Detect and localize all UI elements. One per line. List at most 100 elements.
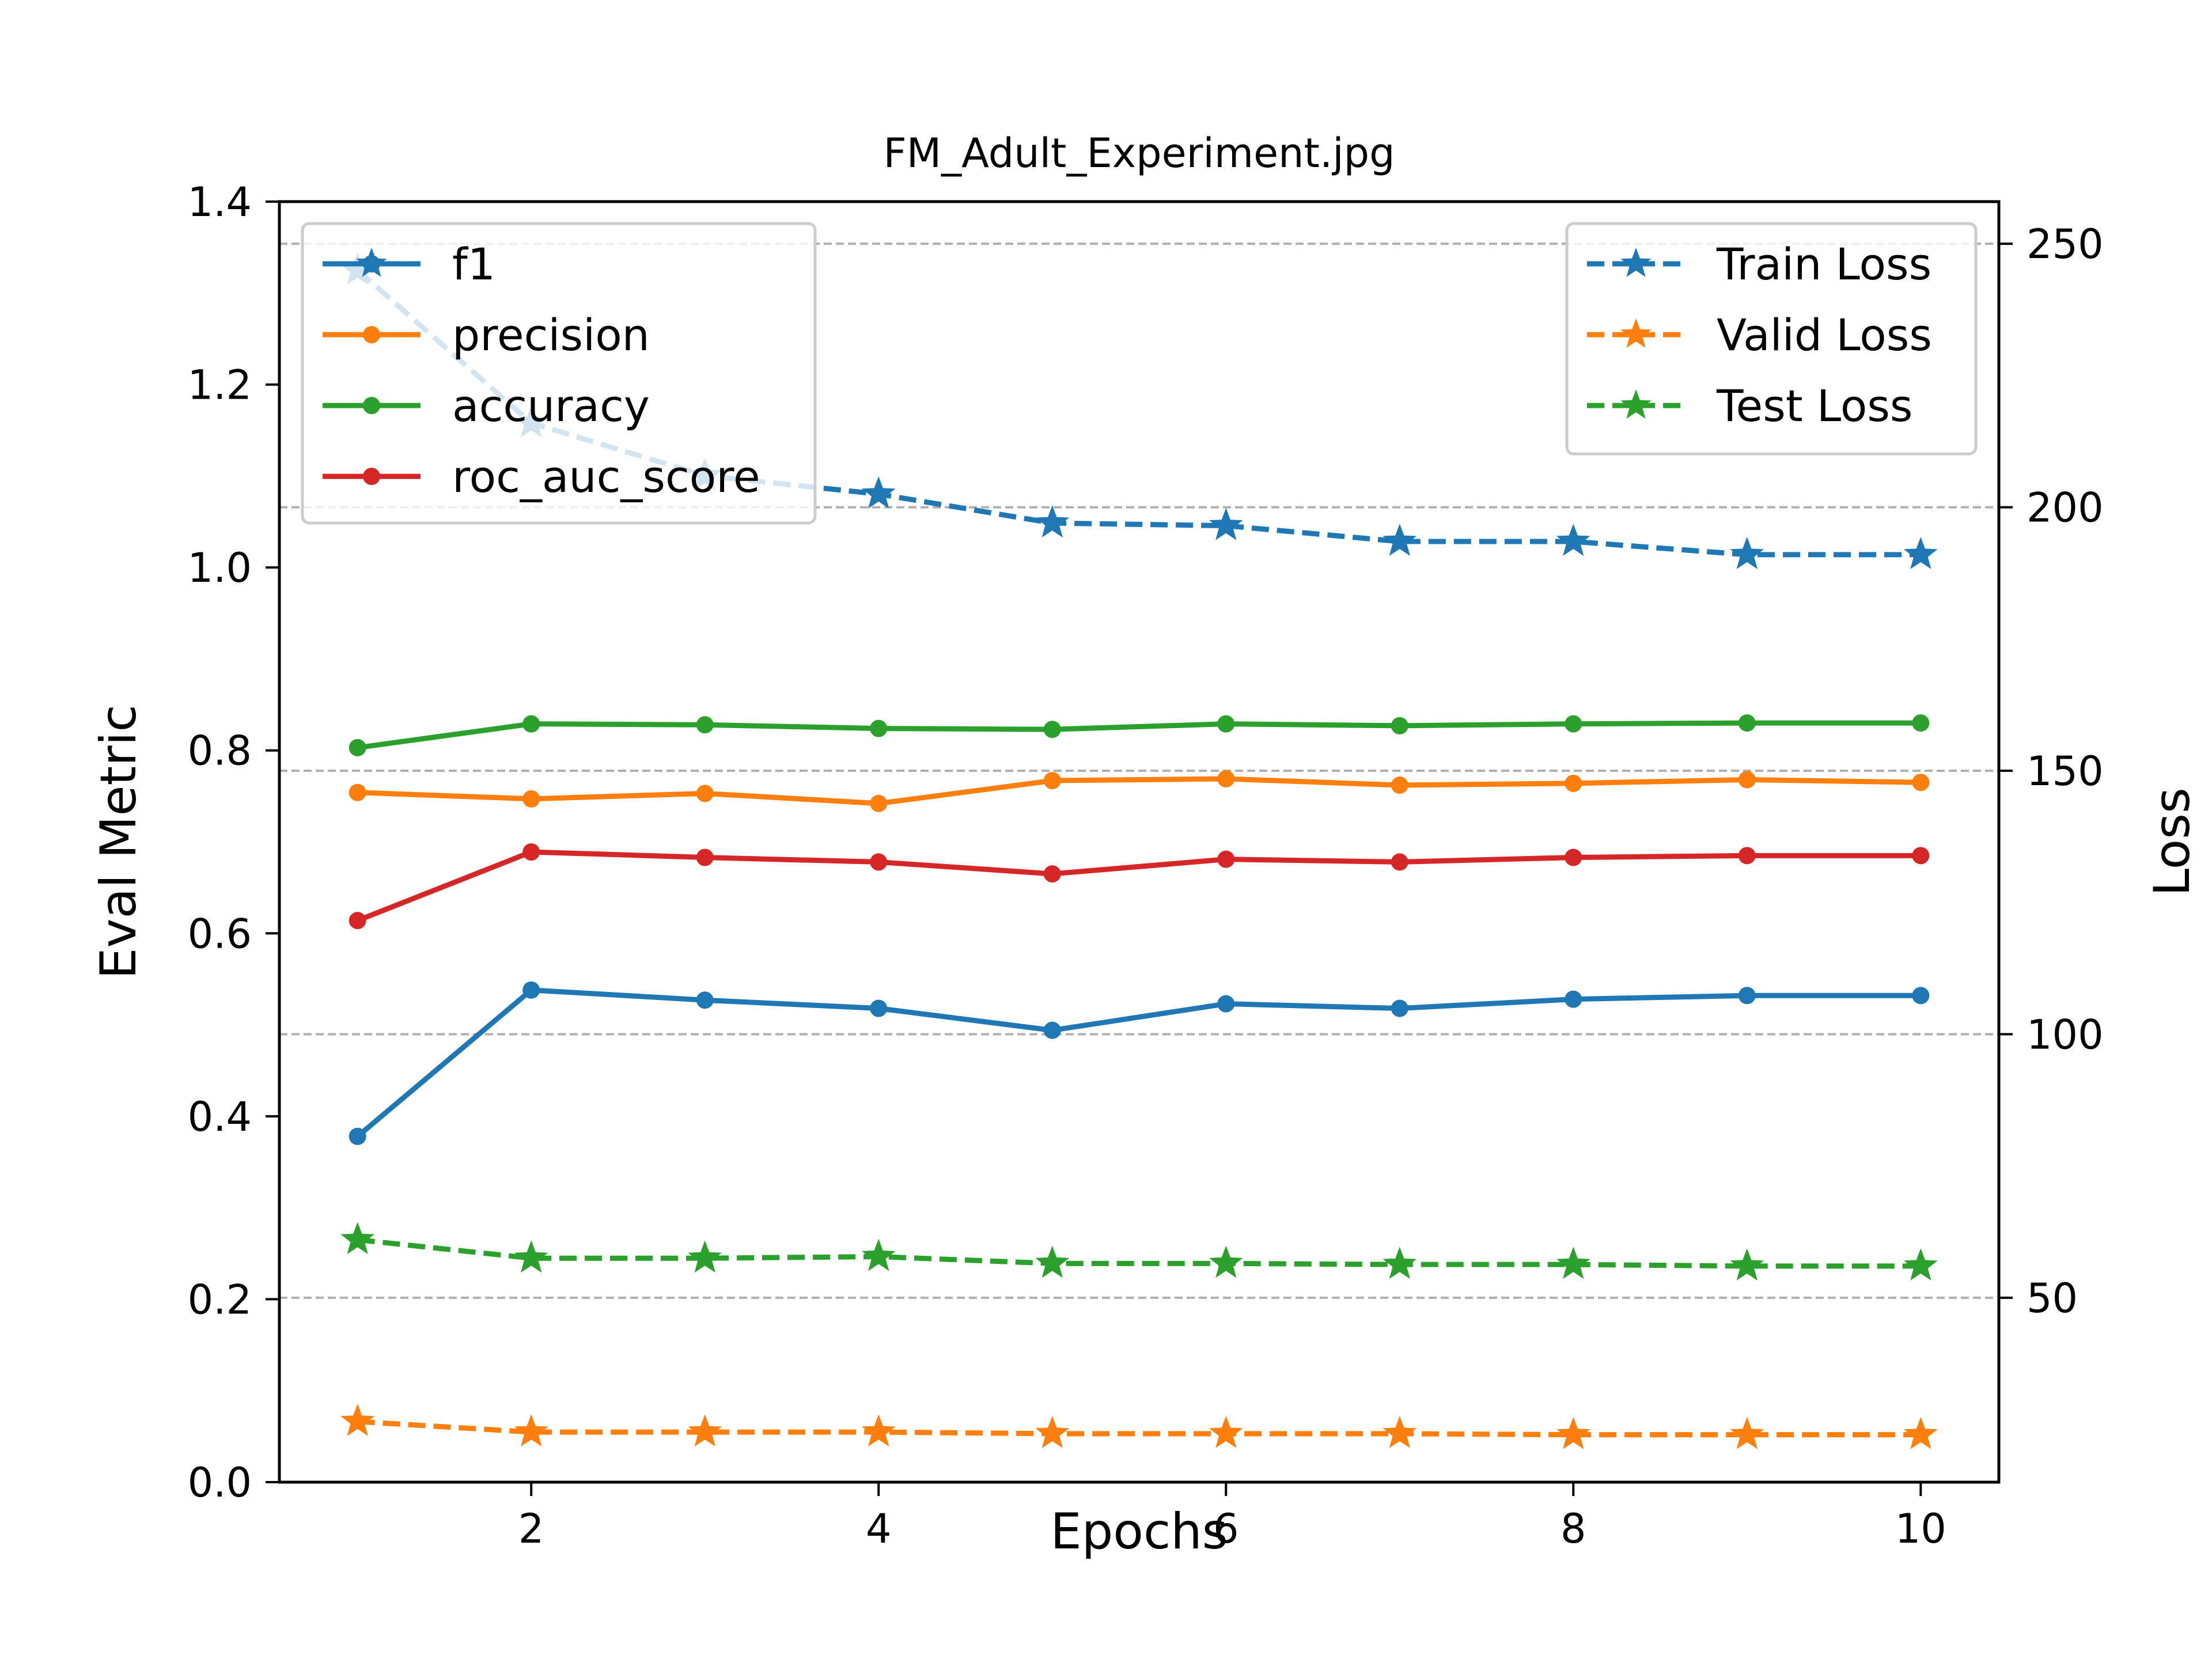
x-tick-label-4: 4 xyxy=(866,1505,892,1552)
legend-item-precision: precision xyxy=(323,309,650,361)
x-tick-label-6: 6 xyxy=(1213,1505,1239,1552)
y-right-tick-label-150: 150 xyxy=(2027,748,2104,795)
plot-area xyxy=(278,200,2001,1484)
y-left-tick-label-0.4: 0.4 xyxy=(188,1093,252,1141)
point-f1-4 xyxy=(870,999,888,1017)
y-left-tick-label-1.2: 1.2 xyxy=(188,362,252,409)
point-precision-1 xyxy=(349,783,366,801)
legend-item-accuracy: accuracy xyxy=(323,380,650,431)
point-train-loss-10 xyxy=(1903,537,1938,569)
y-left-tick-label-0.8: 0.8 xyxy=(188,728,252,775)
line-train-loss xyxy=(355,268,1921,558)
point-accuracy-4 xyxy=(870,719,888,737)
point-f1-2 xyxy=(522,981,540,999)
legend-marker-precision xyxy=(363,326,380,343)
point-roc-auc-score-6 xyxy=(1217,850,1235,868)
point-f1-8 xyxy=(1565,990,1582,1008)
point-valid-loss-9 xyxy=(1730,1416,1764,1449)
point-accuracy-7 xyxy=(1391,717,1408,734)
point-precision-7 xyxy=(1391,777,1408,794)
point-valid-loss-1 xyxy=(340,1403,375,1436)
legend-left-box xyxy=(301,222,817,525)
point-roc-auc-score-2 xyxy=(522,843,540,861)
legend-marker-test-loss xyxy=(1620,389,1652,419)
point-roc-auc-score-9 xyxy=(1738,847,1756,865)
legend-item-train-loss: Train Loss xyxy=(1587,238,1931,290)
point-precision-8 xyxy=(1565,774,1582,792)
series-layer xyxy=(340,252,1938,1449)
point-test-loss-3 xyxy=(688,1240,722,1273)
point-f1-1 xyxy=(349,1127,366,1145)
point-valid-loss-8 xyxy=(1556,1416,1590,1449)
point-accuracy-8 xyxy=(1565,715,1582,733)
series-precision xyxy=(349,770,1930,812)
point-roc-auc-score-3 xyxy=(696,849,714,866)
line-accuracy xyxy=(357,720,1921,751)
y-left-tick-label-1.0: 1.0 xyxy=(188,544,252,592)
point-accuracy-3 xyxy=(696,716,714,734)
point-test-loss-4 xyxy=(861,1238,896,1271)
line-valid-loss xyxy=(357,1419,1921,1438)
point-valid-loss-4 xyxy=(861,1414,896,1446)
point-roc-auc-score-10 xyxy=(1912,847,1930,865)
series-test-loss xyxy=(340,1222,1938,1281)
point-train-loss-4 xyxy=(861,476,896,509)
series-valid-loss xyxy=(340,1403,1938,1449)
point-accuracy-10 xyxy=(1912,714,1930,732)
y-left-tick-label-0.6: 0.6 xyxy=(188,910,252,957)
point-test-loss-10 xyxy=(1903,1248,1938,1281)
point-test-loss-5 xyxy=(1035,1245,1070,1278)
point-train-loss-7 xyxy=(1382,524,1417,556)
legend-item-f1: f1 xyxy=(323,238,495,290)
legend-item-roc-auc-score: roc_auc_score xyxy=(323,451,760,502)
point-precision-10 xyxy=(1912,774,1930,791)
legend-marker-f1-star xyxy=(356,248,387,277)
point-valid-loss-7 xyxy=(1382,1415,1417,1448)
legend-label-precision: precision xyxy=(452,309,650,361)
legend-losses: Train Loss Valid Loss Test Loss xyxy=(1565,222,1978,456)
point-valid-loss-6 xyxy=(1209,1415,1243,1448)
point-test-loss-9 xyxy=(1730,1248,1764,1281)
point-train-loss-8 xyxy=(1556,524,1590,556)
point-accuracy-5 xyxy=(1043,721,1061,738)
chart-title: FM_Adult_Experiment.jpg xyxy=(883,130,1395,177)
legend-right-box xyxy=(1565,222,1978,456)
point-test-loss-8 xyxy=(1556,1247,1590,1279)
axis-ticks: 2 4 6 8 10 0.0 0.2 0.4 0.6 0.8 1.0 1.2 1.4 50 100 150 20… xyxy=(188,179,2104,1552)
point-f1-7 xyxy=(1391,999,1408,1017)
point-train-loss-5 xyxy=(1035,505,1070,538)
point-precision-3 xyxy=(696,785,714,802)
point-accuracy-2 xyxy=(522,715,540,733)
point-test-loss-1 xyxy=(340,1222,375,1255)
legend-marker-valid-loss xyxy=(1620,319,1652,348)
point-roc-auc-score-7 xyxy=(1391,853,1408,871)
line-test-loss xyxy=(357,1237,1921,1269)
point-accuracy-1 xyxy=(349,738,366,756)
point-f1-3 xyxy=(696,991,714,1009)
point-precision-2 xyxy=(522,790,540,808)
point-test-loss-6 xyxy=(1209,1245,1243,1278)
point-accuracy-9 xyxy=(1738,714,1756,732)
y-right-tick-label-50: 50 xyxy=(2027,1275,2078,1322)
legend-marker-train-loss xyxy=(1620,248,1652,277)
legend-label-accuracy: accuracy xyxy=(452,380,650,431)
legend-item-test-loss: Test Loss xyxy=(1587,380,1913,431)
point-valid-loss-3 xyxy=(688,1414,722,1446)
point-f1-9 xyxy=(1738,987,1756,1005)
y-right-tick-label-200: 200 xyxy=(2027,484,2104,532)
point-roc-auc-score-8 xyxy=(1565,849,1582,866)
legend-label-train-loss: Train Loss xyxy=(1716,238,1931,290)
legend-label-test-loss: Test Loss xyxy=(1716,380,1913,431)
point-train-loss-9 xyxy=(1730,537,1764,569)
point-valid-loss-5 xyxy=(1035,1415,1070,1448)
point-precision-6 xyxy=(1217,770,1235,787)
legend-marker-roc-auc-score xyxy=(363,468,380,485)
x-axis-label: Epochs xyxy=(1050,1503,1228,1560)
legend-marker-accuracy xyxy=(363,397,380,414)
point-valid-loss-2 xyxy=(514,1414,548,1446)
point-f1-5 xyxy=(1043,1021,1061,1039)
line-f1 xyxy=(355,987,1921,1139)
line-roc-auc-score xyxy=(357,849,1921,923)
point-test-loss-2 xyxy=(514,1240,548,1273)
